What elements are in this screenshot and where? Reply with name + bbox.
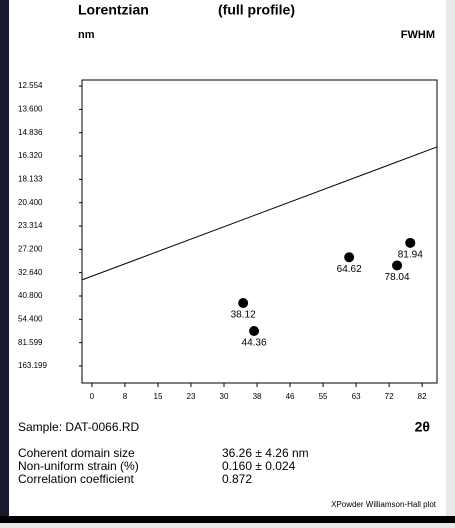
y-tick-label: 32.640 [18, 268, 43, 277]
left-border [0, 0, 9, 523]
x-tick-label: 30 [220, 392, 229, 401]
chart-title: Lorentzian [78, 2, 149, 18]
x-tick-label: 0 [90, 392, 95, 401]
y-tick-label: 12.554 [18, 81, 43, 90]
point-label: 78.04 [385, 272, 410, 283]
bottom-border [0, 516, 455, 523]
chart-subtitle: (full profile) [218, 2, 295, 18]
data-point [344, 252, 355, 263]
y-tick-label: 163.199 [18, 361, 47, 370]
y-tick-label: 40.800 [18, 291, 43, 300]
y-tick-label: 18.133 [18, 174, 43, 183]
x-tick-label: 23 [187, 392, 196, 401]
y-tick-label: 54.400 [18, 314, 43, 323]
y-tick-label: 14.836 [18, 128, 43, 137]
x-tick-label: 63 [352, 392, 361, 401]
x-tick-label: 38 [253, 392, 262, 401]
point-label: 44.36 [242, 338, 267, 349]
point-label: 38.12 [231, 310, 256, 321]
x-title: 2θ [415, 419, 430, 435]
y-title: FWHM [401, 29, 435, 41]
x-tick-label: 8 [123, 392, 128, 401]
x-tick-label: 72 [385, 392, 394, 401]
data-point [392, 260, 403, 271]
result-value: 36.26 ± 4.26 nm [222, 446, 309, 460]
x-tick-label: 82 [418, 392, 427, 401]
point-label: 64.62 [337, 264, 362, 275]
data-point [238, 297, 249, 308]
footer: XPowder Williamson-Hall plot [331, 500, 437, 509]
result-value: 0.160 ± 0.024 [222, 459, 296, 473]
y-tick-label: 20.400 [18, 198, 43, 207]
y-tick-label: 81.599 [18, 338, 43, 347]
x-tick-label: 46 [286, 392, 295, 401]
data-point [249, 325, 260, 336]
y-tick-label: 16.320 [18, 151, 43, 160]
plot-frame [81, 79, 438, 384]
result-label: Correlation coefficient [18, 472, 135, 486]
y-tick-label: 23.314 [18, 221, 43, 230]
panel [9, 0, 446, 516]
x-tick-label: 15 [154, 392, 163, 401]
y-unit: nm [78, 29, 95, 41]
y-tick-label: 27.200 [18, 244, 43, 253]
point-label: 81.94 [398, 249, 423, 260]
x-tick-label: 55 [319, 392, 328, 401]
data-point [405, 237, 416, 248]
result-label: Non-uniform strain (%) [18, 459, 139, 473]
fit-line [81, 146, 438, 281]
result-label: Coherent domain size [18, 446, 135, 460]
result-value: 0.872 [222, 472, 252, 486]
y-tick-label: 13.600 [18, 104, 43, 113]
sample: Sample: DAT-0066.RD [18, 420, 139, 434]
